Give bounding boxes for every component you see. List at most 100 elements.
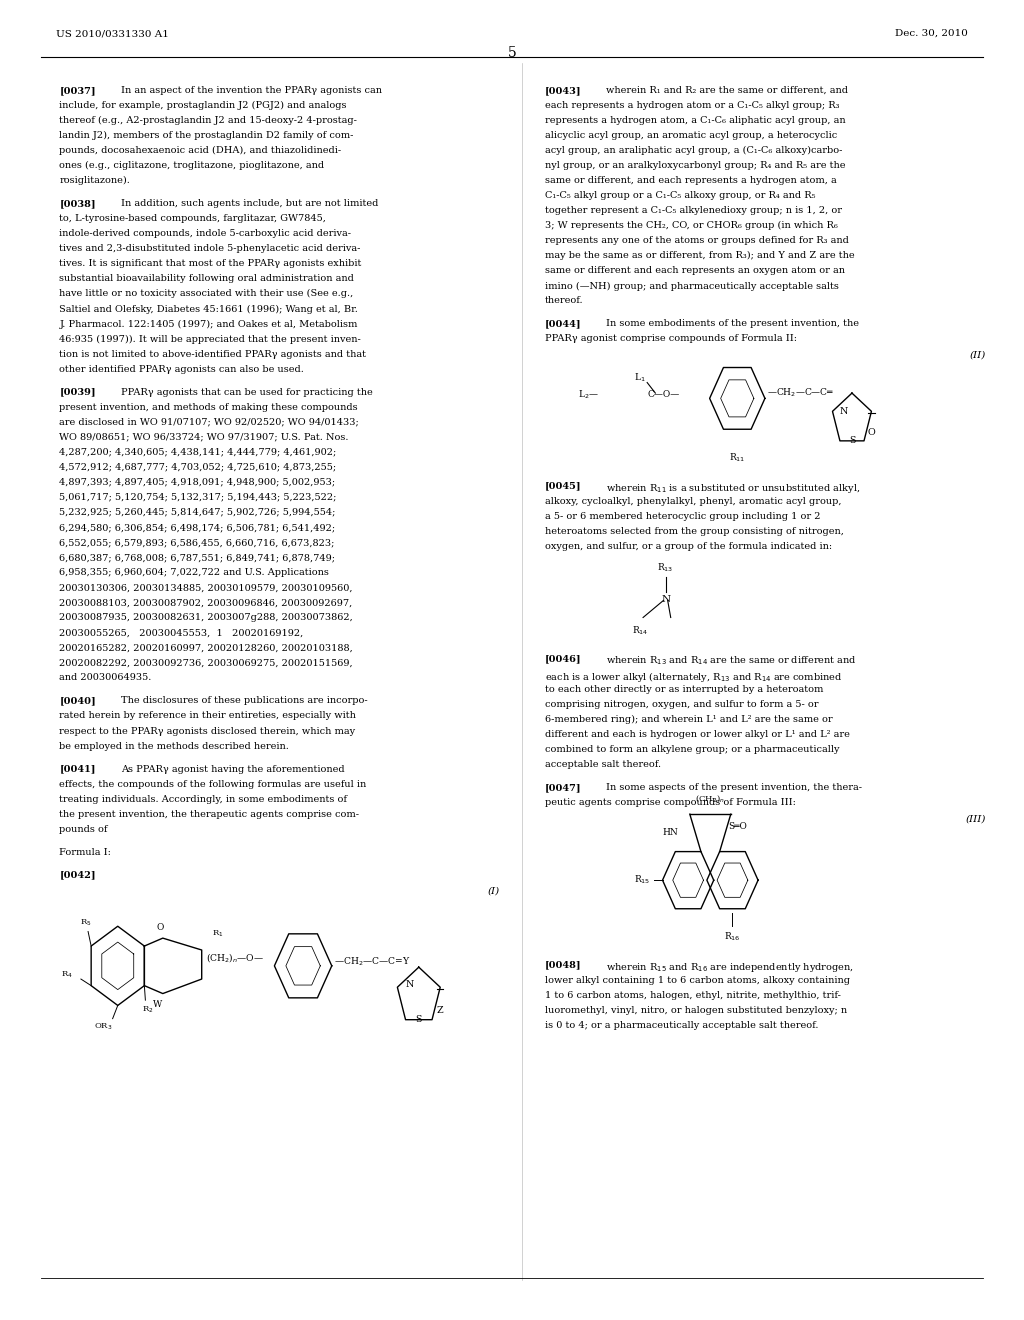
Text: 6-membered ring); and wherein L¹ and L² are the same or: 6-membered ring); and wherein L¹ and L² … xyxy=(545,714,833,723)
Text: substantial bioavailability following oral administration and: substantial bioavailability following or… xyxy=(59,275,354,284)
Text: 20020082292, 20030092736, 20030069275, 20020151569,: 20020082292, 20030092736, 20030069275, 2… xyxy=(59,659,353,668)
Text: 1 to 6 carbon atoms, halogen, ethyl, nitrite, methylthio, trif-: 1 to 6 carbon atoms, halogen, ethyl, nit… xyxy=(545,991,841,999)
Text: acceptable salt thereof.: acceptable salt thereof. xyxy=(545,760,660,768)
Text: have little or no toxicity associated with their use (See e.g.,: have little or no toxicity associated wi… xyxy=(59,289,353,298)
Text: 5,061,717; 5,120,754; 5,132,317; 5,194,443; 5,223,522;: 5,061,717; 5,120,754; 5,132,317; 5,194,4… xyxy=(59,492,337,502)
Text: [0046]: [0046] xyxy=(545,655,582,664)
Text: other identified PPARγ agonists can also be used.: other identified PPARγ agonists can also… xyxy=(59,364,304,374)
Text: 5,232,925; 5,260,445; 5,814,647; 5,902,726; 5,994,554;: 5,232,925; 5,260,445; 5,814,647; 5,902,7… xyxy=(59,508,336,517)
Text: wherein R$_{13}$ and R$_{14}$ are the same or different and: wherein R$_{13}$ and R$_{14}$ are the sa… xyxy=(606,655,857,667)
Text: [0043]: [0043] xyxy=(545,86,582,95)
Text: same or different, and each represents a hydrogen atom, a: same or different, and each represents a… xyxy=(545,176,837,185)
Text: present invention, and methods of making these compounds: present invention, and methods of making… xyxy=(59,403,358,412)
Text: oxygen, and sulfur, or a group of the formula indicated in:: oxygen, and sulfur, or a group of the fo… xyxy=(545,541,831,550)
Text: [0037]: [0037] xyxy=(59,86,96,95)
Text: R$_{14}$: R$_{14}$ xyxy=(632,624,648,636)
Text: ones (e.g., ciglitazone, troglitazone, pioglitazone, and: ones (e.g., ciglitazone, troglitazone, p… xyxy=(59,161,325,170)
Text: to each other directly or as interrupted by a heteroatom: to each other directly or as interrupted… xyxy=(545,685,823,693)
Text: N: N xyxy=(662,595,670,605)
Text: O: O xyxy=(867,429,876,437)
Text: respect to the PPARγ agonists disclosed therein, which may: respect to the PPARγ agonists disclosed … xyxy=(59,726,355,735)
Text: wherein R$_{15}$ and R$_{16}$ are independently hydrogen,: wherein R$_{15}$ and R$_{16}$ are indepe… xyxy=(606,961,854,974)
Text: (CH$_2$)$_n$: (CH$_2$)$_n$ xyxy=(695,792,725,804)
Text: Z: Z xyxy=(437,1006,443,1015)
Text: S═O: S═O xyxy=(728,822,746,830)
Text: alkoxy, cycloalkyl, phenylalkyl, phenyl, aromatic acyl group,: alkoxy, cycloalkyl, phenylalkyl, phenyl,… xyxy=(545,496,842,506)
Text: represents a hydrogen atom, a C₁-C₆ aliphatic acyl group, an: represents a hydrogen atom, a C₁-C₆ alip… xyxy=(545,116,846,125)
Text: C₁-C₅ alkyl group or a C₁-C₅ alkoxy group, or R₄ and R₅: C₁-C₅ alkyl group or a C₁-C₅ alkoxy grou… xyxy=(545,191,815,201)
Text: In addition, such agents include, but are not limited: In addition, such agents include, but ar… xyxy=(121,199,378,209)
Text: —CH$_2$—C—C=Y: —CH$_2$—C—C=Y xyxy=(334,956,411,968)
Text: 46:935 (1997)). It will be appreciated that the present inven-: 46:935 (1997)). It will be appreciated t… xyxy=(59,334,361,343)
Text: L$_1$: L$_1$ xyxy=(634,372,646,384)
Text: rosiglitazone).: rosiglitazone). xyxy=(59,176,130,185)
Text: 20030055265,   20030045553,  1   20020169192,: 20030055265, 20030045553, 1 20020169192, xyxy=(59,628,304,638)
Text: 20020165282, 20020160997, 20020128260, 20020103188,: 20020165282, 20020160997, 20020128260, 2… xyxy=(59,643,353,652)
Text: luoromethyl, vinyl, nitro, or halogen substituted benzyloxy; n: luoromethyl, vinyl, nitro, or halogen su… xyxy=(545,1006,847,1015)
Text: 4,287,200; 4,340,605; 4,438,141; 4,444,779; 4,461,902;: 4,287,200; 4,340,605; 4,438,141; 4,444,7… xyxy=(59,447,337,457)
Text: 3; W represents the CH₂, CO, or CHOR₆ group (in which R₆: 3; W represents the CH₂, CO, or CHOR₆ gr… xyxy=(545,222,838,231)
Text: tives. It is significant that most of the PPARγ agonists exhibit: tives. It is significant that most of th… xyxy=(59,259,361,268)
Text: wherein R$_{11}$ is a substituted or unsubstituted alkyl,: wherein R$_{11}$ is a substituted or uns… xyxy=(606,482,860,495)
Text: to, L-tyrosine-based compounds, farglitazar, GW7845,: to, L-tyrosine-based compounds, farglita… xyxy=(59,214,327,223)
Text: [0041]: [0041] xyxy=(59,764,96,774)
Text: C—O—: C—O— xyxy=(647,389,679,399)
Text: (II): (II) xyxy=(970,351,986,360)
Text: effects, the compounds of the following formulas are useful in: effects, the compounds of the following … xyxy=(59,780,367,788)
Text: HN: HN xyxy=(663,829,678,837)
Text: thereof (e.g., A2-prostaglandin J2 and 15-deoxy-2 4-prostag-: thereof (e.g., A2-prostaglandin J2 and 1… xyxy=(59,116,357,125)
Text: same or different and each represents an oxygen atom or an: same or different and each represents an… xyxy=(545,267,845,276)
Text: 6,958,355; 6,960,604; 7,022,722 and U.S. Applications: 6,958,355; 6,960,604; 7,022,722 and U.S.… xyxy=(59,568,330,577)
Text: is 0 to 4; or a pharmaceutically acceptable salt thereof.: is 0 to 4; or a pharmaceutically accepta… xyxy=(545,1020,818,1030)
Text: Saltiel and Olefsky, Diabetes 45:1661 (1996); Wang et al, Br.: Saltiel and Olefsky, Diabetes 45:1661 (1… xyxy=(59,305,358,314)
Text: 20030130306, 20030134885, 20030109579, 20030109560,: 20030130306, 20030134885, 20030109579, 2… xyxy=(59,583,353,593)
Text: imino (—NH) group; and pharmaceutically acceptable salts: imino (—NH) group; and pharmaceutically … xyxy=(545,281,839,290)
Text: heteroatoms selected from the group consisting of nitrogen,: heteroatoms selected from the group cons… xyxy=(545,527,844,536)
Text: are disclosed in WO 91/07107; WO 92/02520; WO 94/01433;: are disclosed in WO 91/07107; WO 92/0252… xyxy=(59,417,359,426)
Text: (CH$_2$)$_n$—O—: (CH$_2$)$_n$—O— xyxy=(206,952,264,965)
Text: treating individuals. Accordingly, in some embodiments of: treating individuals. Accordingly, in so… xyxy=(59,795,347,804)
Text: [0040]: [0040] xyxy=(59,697,96,705)
Text: [0038]: [0038] xyxy=(59,199,96,209)
Text: N: N xyxy=(840,407,848,416)
Text: acyl group, an araliphatic acyl group, a (C₁-C₆ alkoxy)carbo-: acyl group, an araliphatic acyl group, a… xyxy=(545,147,842,156)
Text: [0039]: [0039] xyxy=(59,388,96,396)
Text: [0048]: [0048] xyxy=(545,961,582,970)
Text: W: W xyxy=(153,999,162,1008)
Text: lower alkyl containing 1 to 6 carbon atoms, alkoxy containing: lower alkyl containing 1 to 6 carbon ato… xyxy=(545,975,850,985)
Text: 6,552,055; 6,579,893; 6,586,455, 6,660,716, 6,673,823;: 6,552,055; 6,579,893; 6,586,455, 6,660,7… xyxy=(59,539,335,546)
Text: R$_{13}$: R$_{13}$ xyxy=(657,561,674,574)
Text: R$_4$: R$_4$ xyxy=(60,970,73,981)
Text: R$_2$: R$_2$ xyxy=(141,1005,154,1015)
Text: 4,897,393; 4,897,405; 4,918,091; 4,948,900; 5,002,953;: 4,897,393; 4,897,405; 4,918,091; 4,948,9… xyxy=(59,478,336,487)
Text: peutic agents comprise compounds of Formula III:: peutic agents comprise compounds of Form… xyxy=(545,797,796,807)
Text: As PPARγ agonist having the aforementioned: As PPARγ agonist having the aforemention… xyxy=(121,764,344,774)
Text: R$_{11}$: R$_{11}$ xyxy=(729,451,745,463)
Text: pounds, docosahexaenoic acid (DHA), and thiazolidinedi-: pounds, docosahexaenoic acid (DHA), and … xyxy=(59,147,342,156)
Text: pounds of: pounds of xyxy=(59,825,108,834)
Text: R$_{15}$: R$_{15}$ xyxy=(634,874,650,887)
Text: 4,572,912; 4,687,777; 4,703,052; 4,725,610; 4,873,255;: 4,572,912; 4,687,777; 4,703,052; 4,725,6… xyxy=(59,463,337,471)
Text: L$_2$—: L$_2$— xyxy=(579,388,599,401)
Text: R$_5$: R$_5$ xyxy=(80,917,92,928)
Text: rated herein by reference in their entireties, especially with: rated herein by reference in their entir… xyxy=(59,711,356,721)
Text: 6,294,580; 6,306,854; 6,498,174; 6,506,781; 6,541,492;: 6,294,580; 6,306,854; 6,498,174; 6,506,7… xyxy=(59,523,336,532)
Text: indole-derived compounds, indole 5-carboxylic acid deriva-: indole-derived compounds, indole 5-carbo… xyxy=(59,230,351,238)
Text: WO 89/08651; WO 96/33724; WO 97/31907; U.S. Pat. Nos.: WO 89/08651; WO 96/33724; WO 97/31907; U… xyxy=(59,433,349,442)
Text: tion is not limited to above-identified PPARγ agonists and that: tion is not limited to above-identified … xyxy=(59,350,367,359)
Text: OR$_3$: OR$_3$ xyxy=(94,1022,113,1032)
Text: In an aspect of the invention the PPARγ agonists can: In an aspect of the invention the PPARγ … xyxy=(121,86,382,95)
Text: (I): (I) xyxy=(487,887,500,896)
Text: represents any one of the atoms or groups defined for R₃ and: represents any one of the atoms or group… xyxy=(545,236,849,246)
Text: 6,680,387; 6,768,008; 6,787,551; 6,849,741; 6,878,749;: 6,680,387; 6,768,008; 6,787,551; 6,849,7… xyxy=(59,553,336,562)
Text: (III): (III) xyxy=(966,814,986,824)
Text: alicyclic acyl group, an aromatic acyl group, a heterocyclic: alicyclic acyl group, an aromatic acyl g… xyxy=(545,131,837,140)
Text: tives and 2,3-disubstituted indole 5-phenylacetic acid deriva-: tives and 2,3-disubstituted indole 5-phe… xyxy=(59,244,360,253)
Text: N: N xyxy=(406,979,414,989)
Text: thereof.: thereof. xyxy=(545,297,584,305)
Text: PPARγ agonist comprise compounds of Formula II:: PPARγ agonist comprise compounds of Form… xyxy=(545,334,797,343)
Text: J. Pharmacol. 122:1405 (1997); and Oakes et al, Metabolism: J. Pharmacol. 122:1405 (1997); and Oakes… xyxy=(59,319,357,329)
Text: S: S xyxy=(416,1015,422,1024)
Text: the present invention, the therapeutic agents comprise com-: the present invention, the therapeutic a… xyxy=(59,809,359,818)
Text: 20030087935, 20030082631, 2003007g288, 20030073862,: 20030087935, 20030082631, 2003007g288, 2… xyxy=(59,614,353,622)
